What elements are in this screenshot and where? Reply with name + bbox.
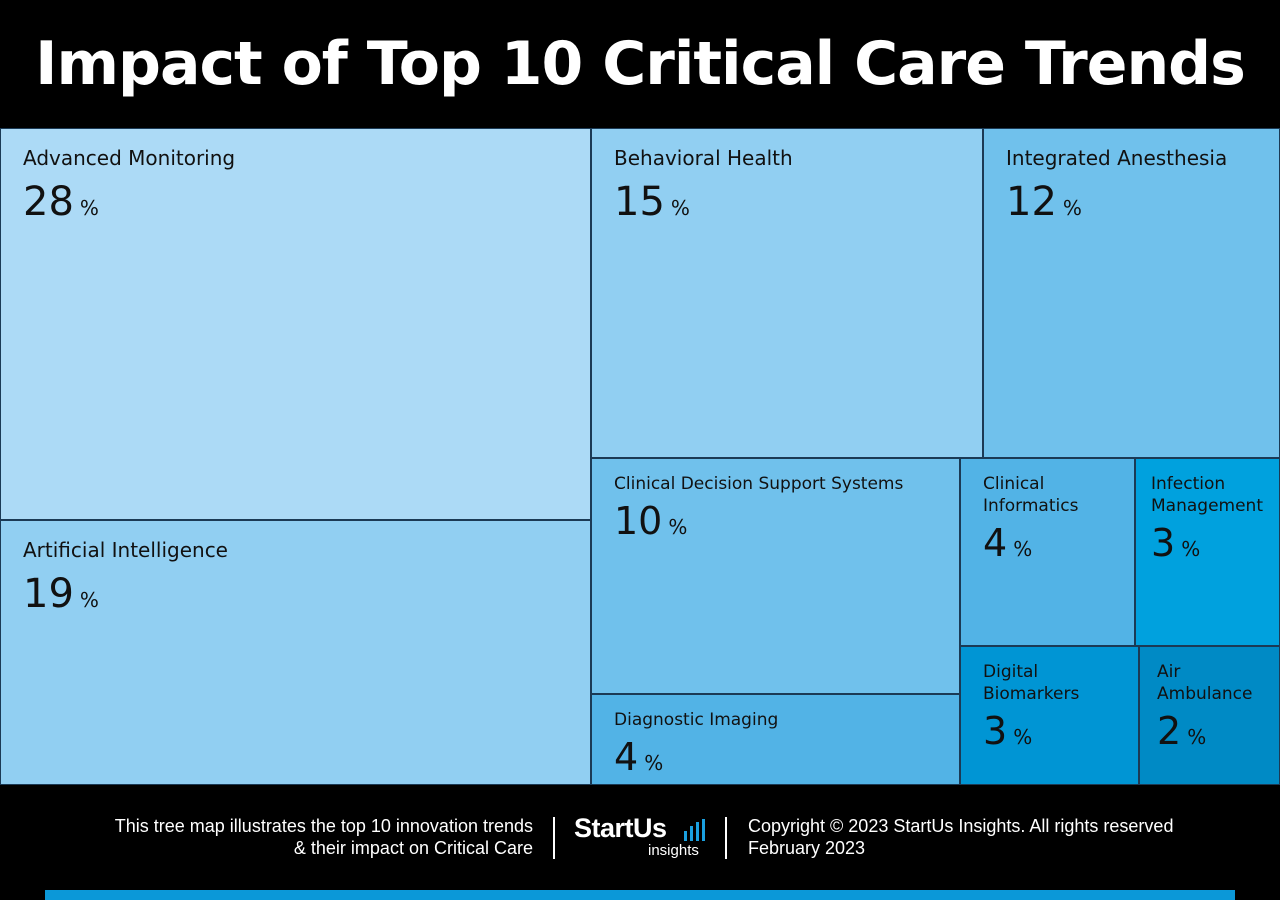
tile-label: Diagnostic Imaging [614,710,779,730]
copyright-text: Copyright © 2023 StartUs Insights. All r… [748,816,1174,836]
tile-value-number: 28 [23,179,74,225]
treemap-tile-artificial-intelligence: Artificial Intelligence 19% [0,520,591,785]
tile-label: Artificial Intelligence [23,538,228,562]
tile-value: 15% [614,179,690,225]
tile-value: 3% [983,709,1032,753]
tile-value-number: 3 [983,709,1008,753]
treemap-tile-clinical-informatics: Clinical Informatics 4% [960,458,1135,646]
tile-value: 4% [614,735,663,779]
tile-value-number: 3 [1151,521,1176,565]
treemap-tile-air-ambulance: Air Ambulance 2% [1139,646,1280,785]
tile-label: Integrated Anesthesia [1006,146,1228,170]
tile-value: 12% [1006,179,1082,225]
tile-label: Air Ambulance [1157,662,1253,704]
tile-value-number: 4 [983,521,1008,565]
tile-value-unit: % [668,515,688,539]
tile-value: 10% [614,499,687,543]
tile-value-number: 2 [1157,709,1182,753]
bar-chart-icon [684,819,708,841]
tile-value-unit: % [1187,725,1207,749]
footer-divider-right [725,817,727,859]
treemap-tile-infection-management: Infection Management 3% [1135,458,1280,646]
tile-value: 19% [23,571,99,617]
startus-insights-logo: StartUs insights [574,813,714,861]
tile-value: 2% [1157,709,1206,753]
footer: This tree map illustrates the top 10 inn… [0,785,1280,900]
treemap-tile-diagnostic-imaging: Diagnostic Imaging 4% [591,694,960,785]
footer-divider-left [553,817,555,859]
tile-value-number: 4 [614,735,639,779]
tile-value: 4% [983,521,1032,565]
tile-label: Digital Biomarkers [983,662,1080,704]
logo-subtext: insights [648,842,699,859]
treemap-tile-digital-biomarkers: Digital Biomarkers 3% [960,646,1139,785]
accent-bar [45,890,1235,900]
treemap-tile-advanced-monitoring: Advanced Monitoring 28% [0,128,591,520]
tile-value-unit: % [1181,537,1201,561]
publish-date: February 2023 [748,838,866,858]
tile-label: Infection Management [1151,474,1263,516]
tile-label: Clinical Informatics [983,474,1079,516]
tile-value-unit: % [1013,537,1033,561]
tile-value-unit: % [670,196,690,220]
treemap: Advanced Monitoring 28% Artificial Intelli… [0,128,1280,785]
tile-value-number: 10 [614,499,663,543]
tile-value-number: 15 [614,179,665,225]
tile-label: Behavioral Health [614,146,793,170]
tile-value-unit: % [1013,725,1033,749]
logo-wordmark: StartUs [574,813,667,843]
tile-value-number: 12 [1006,179,1057,225]
footer-copyright: Copyright © 2023 StartUs Insights. All r… [748,815,1173,859]
tile-value-number: 19 [23,571,74,617]
tile-label: Advanced Monitoring [23,146,236,170]
tile-label: Clinical Decision Support Systems [614,474,904,494]
footer-description-line2: & their impact on Critical Care [293,838,533,858]
footer-description: This tree map illustrates the top 10 inn… [115,815,533,859]
treemap-tile-integrated-anesthesia: Integrated Anesthesia 12% [983,128,1280,458]
footer-description-line1: This tree map illustrates the top 10 inn… [114,816,533,836]
tile-value-unit: % [1062,196,1082,220]
treemap-tile-clinical-decision-support-systems: Clinical Decision Support Systems 10% [591,458,960,694]
tile-value: 28% [23,179,99,225]
tile-value: 3% [1151,521,1200,565]
chart-title: Impact of Top 10 Critical Care Trends [35,29,1246,99]
treemap-tile-behavioral-health: Behavioral Health 15% [591,128,983,458]
tile-value-unit: % [79,588,99,612]
tile-value-unit: % [644,751,664,775]
tile-value-unit: % [79,196,99,220]
